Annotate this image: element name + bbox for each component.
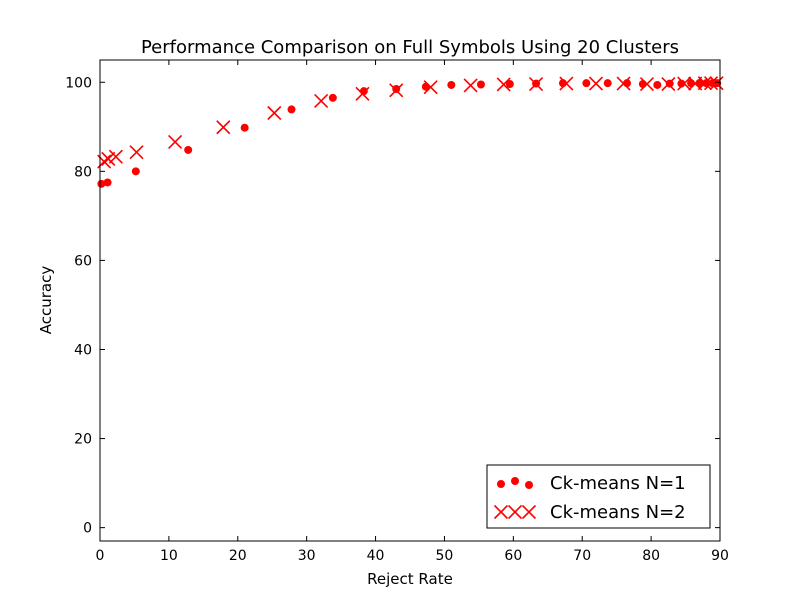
series-2-point: [703, 76, 719, 91]
y-tick-label: 100: [65, 75, 92, 91]
series-1-point: [287, 105, 296, 114]
series-2-point: [216, 120, 231, 135]
series-2-point: [697, 76, 712, 91]
series-1-point: [603, 79, 612, 88]
x-axis-label: Reject Rate: [367, 570, 453, 588]
legend-marker: [521, 504, 537, 520]
series-1-point: [392, 84, 401, 93]
series-1-point: [359, 87, 368, 96]
legend-marker: [511, 477, 519, 485]
series-2-point: [588, 76, 604, 91]
series-2-point: [129, 145, 144, 160]
legend: Ck-means N=1 Ck-means N=2: [486, 464, 711, 529]
legend-label-series-2: Ck-means N=2: [550, 502, 686, 523]
chart-title: Performance Comparison on Full Symbols U…: [141, 37, 679, 58]
series-1-point: [653, 80, 662, 89]
y-tick-label: 80: [74, 164, 92, 180]
series-2-point: [529, 76, 544, 92]
legend-marker: [493, 504, 509, 520]
x-tick-label: 90: [711, 548, 729, 564]
legend-symbol-series-1: [497, 477, 533, 489]
series-1-point: [240, 123, 249, 132]
x-tick-label: 80: [642, 548, 660, 564]
legend-label-series-1: Ck-means N=1: [550, 473, 686, 494]
y-tick-label: 20: [74, 432, 92, 448]
axes: 0 10 20 30 40 50 60 70 80 90 0 20 40 60 80 100: [65, 59, 729, 564]
series-2-point: [168, 134, 183, 150]
series-1-point: [582, 79, 591, 88]
series-2-point: [463, 78, 478, 93]
x-tick-label: 0: [96, 548, 105, 564]
series-2-point: [709, 76, 724, 91]
series-2-point: [389, 83, 404, 98]
series-2-point: [639, 76, 655, 92]
x-tick-label: 20: [229, 548, 247, 564]
series-1-point: [328, 93, 337, 102]
x-tick-label: 30: [298, 548, 316, 564]
x-tick-label: 50: [436, 548, 454, 564]
series-1-point: [638, 80, 647, 89]
legend-marker: [525, 481, 533, 489]
x-tick-label: 40: [367, 548, 385, 564]
series-2-point: [496, 77, 511, 92]
series-1-point: [677, 79, 686, 88]
series-2-point: [661, 76, 676, 92]
series-2-point: [423, 80, 438, 95]
series-1-point: [103, 178, 112, 187]
series-2-point: [101, 151, 116, 166]
x-tick-label: 10: [160, 548, 178, 564]
series-2-point: [108, 149, 123, 164]
legend-marker: [507, 504, 523, 520]
x-tick-label: 70: [573, 548, 591, 564]
legend-marker: [497, 480, 505, 488]
series-2-point: [616, 76, 631, 91]
series-1-point: [184, 145, 193, 154]
y-tick-label: 40: [74, 342, 92, 358]
series-1-point: [447, 80, 456, 89]
series-2-point: [267, 105, 282, 121]
y-tick-label: 0: [83, 521, 92, 537]
series-1-point: [476, 80, 485, 89]
series-2-point: [677, 76, 692, 91]
y-tick-label: 60: [74, 253, 92, 269]
series-2-point: [355, 86, 370, 101]
y-axis-label: Accuracy: [37, 266, 55, 335]
plot-marks: [97, 76, 724, 188]
series-1-point: [131, 167, 140, 176]
legend-symbol-series-2: [493, 504, 537, 520]
series-1-point: [505, 80, 514, 89]
plot-frame: [99, 59, 721, 542]
x-tick-label: 60: [504, 548, 522, 564]
series-2-point: [314, 93, 329, 109]
series-1-point: [97, 179, 106, 188]
series-2-point: [559, 76, 574, 91]
